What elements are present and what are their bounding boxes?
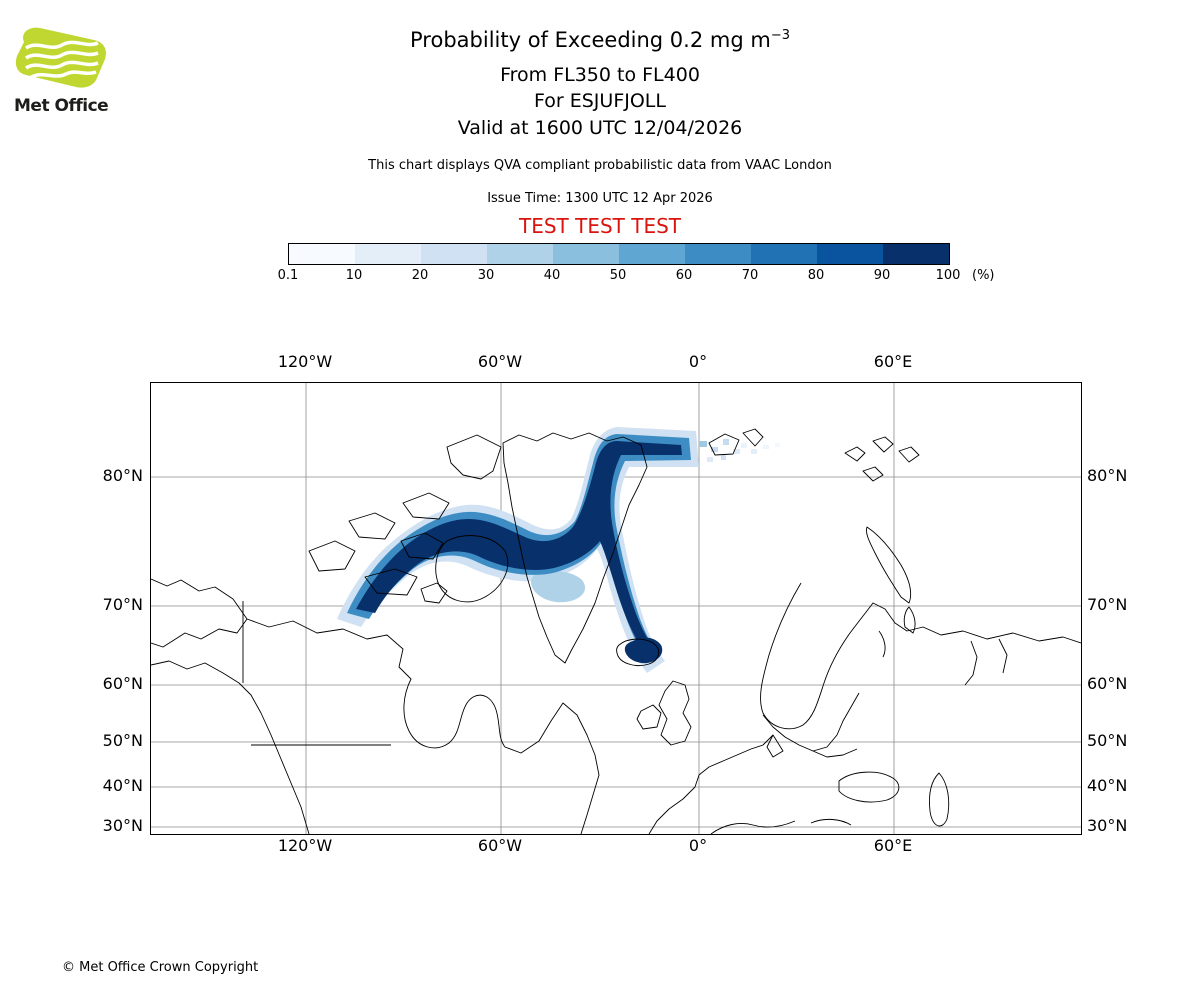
ash-plume bbox=[337, 427, 780, 673]
lat-label-left: 40°N bbox=[102, 776, 143, 795]
met-office-logo-icon bbox=[15, 27, 106, 88]
page-title: Probability of Exceeding 0.2 mg m−3 bbox=[0, 28, 1200, 52]
colorbar-tick: 70 bbox=[741, 268, 759, 283]
colorbar bbox=[288, 243, 950, 265]
met-office-logo: Met Office bbox=[14, 26, 124, 116]
lat-label-right: 60°N bbox=[1087, 674, 1128, 693]
logo-wordmark: Met Office bbox=[14, 96, 109, 116]
lat-label-right: 40°N bbox=[1087, 776, 1128, 795]
map-svg bbox=[151, 383, 1081, 834]
ash-plume-core bbox=[356, 441, 682, 653]
map-canvas bbox=[150, 382, 1082, 835]
colorbar-unit-label: (%) bbox=[972, 268, 995, 283]
lat-label-left: 30°N bbox=[102, 816, 143, 835]
colorbar-tick: 90 bbox=[873, 268, 891, 283]
colorbar-tick: 60 bbox=[675, 268, 693, 283]
ash-plume-south-fringe bbox=[531, 571, 586, 603]
colorbar-tick: 50 bbox=[609, 268, 627, 283]
colorbar-segment bbox=[751, 244, 817, 264]
lon-label-bottom: 120°W bbox=[277, 836, 333, 855]
chart-description: This chart displays QVA compliant probab… bbox=[368, 158, 832, 173]
lon-label-top: 60°E bbox=[873, 352, 913, 371]
lon-label-top: 0° bbox=[688, 352, 708, 371]
logo-waves bbox=[25, 40, 99, 80]
ash-plume-speckles bbox=[699, 439, 780, 462]
lat-label-left: 50°N bbox=[102, 731, 143, 750]
colorbar-tick: 80 bbox=[807, 268, 825, 283]
title-superscript: −3 bbox=[770, 28, 790, 43]
colorbar-segment bbox=[553, 244, 619, 264]
colorbar-gradient bbox=[289, 244, 949, 264]
subtitle-flight-levels: From FL350 to FL400 bbox=[500, 64, 700, 86]
subtitle-valid-time: Valid at 1600 UTC 12/04/2026 bbox=[457, 117, 743, 139]
ash-plume-iceland-blob bbox=[624, 637, 663, 664]
lat-label-right: 80°N bbox=[1087, 466, 1128, 485]
lon-label-bottom: 0° bbox=[688, 836, 708, 855]
colorbar-segment bbox=[619, 244, 685, 264]
lat-label-right: 50°N bbox=[1087, 731, 1128, 750]
subtitle-volcano: For ESJUFJOLL bbox=[534, 90, 666, 112]
lon-label-top: 60°W bbox=[477, 352, 523, 371]
colorbar-segment bbox=[355, 244, 421, 264]
colorbar-tick: 40 bbox=[543, 268, 561, 283]
colorbar-segment bbox=[487, 244, 553, 264]
lat-label-left: 80°N bbox=[102, 466, 143, 485]
colorbar-tick: 100 bbox=[935, 268, 961, 283]
lon-label-bottom: 60°W bbox=[477, 836, 523, 855]
lat-label-right: 30°N bbox=[1087, 816, 1128, 835]
colorbar-segment bbox=[289, 244, 355, 264]
colorbar-segment bbox=[883, 244, 949, 264]
lat-label-left: 60°N bbox=[102, 674, 143, 693]
colorbar-segment bbox=[685, 244, 751, 264]
lon-label-bottom: 60°E bbox=[873, 836, 913, 855]
colorbar-tick: 10 bbox=[345, 268, 363, 283]
colorbar-tick: 30 bbox=[477, 268, 495, 283]
colorbar-tick: 20 bbox=[411, 268, 429, 283]
test-banner: TEST TEST TEST bbox=[518, 214, 681, 238]
lat-label-left: 70°N bbox=[102, 595, 143, 614]
issue-time: Issue Time: 1300 UTC 12 Apr 2026 bbox=[487, 191, 713, 206]
coastlines bbox=[151, 428, 1081, 834]
colorbar-segment bbox=[421, 244, 487, 264]
copyright-notice: © Met Office Crown Copyright bbox=[62, 960, 259, 975]
lat-label-right: 70°N bbox=[1087, 595, 1128, 614]
colorbar-tick: 0.1 bbox=[277, 268, 299, 283]
colorbar-segment bbox=[817, 244, 883, 264]
title-text: Probability of Exceeding 0.2 mg m bbox=[410, 28, 771, 52]
lon-label-top: 120°W bbox=[277, 352, 333, 371]
